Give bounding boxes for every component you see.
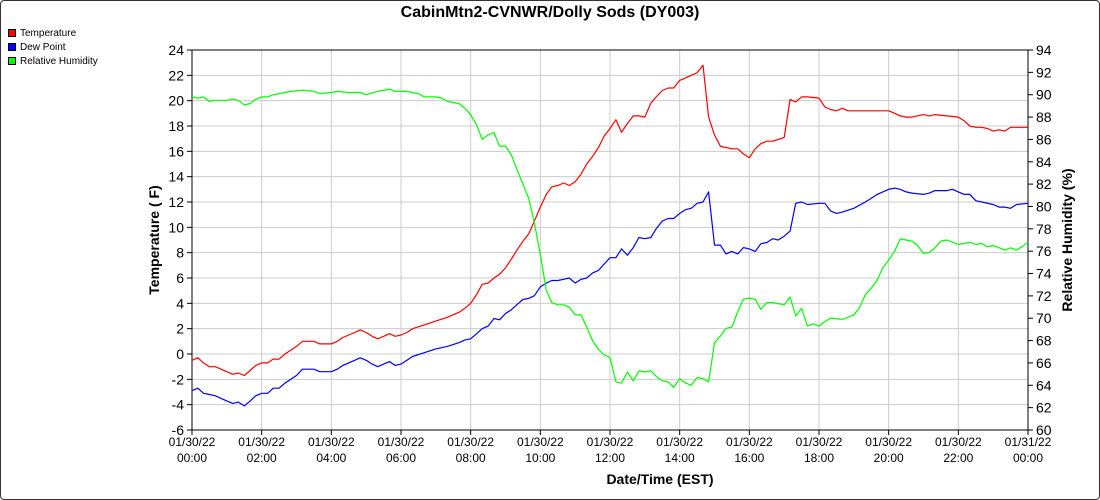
y-tick-label-left: 24: [168, 42, 184, 58]
legend-item-relative-humidity: Relative Humidity: [8, 56, 98, 70]
series: [191, 64, 1029, 407]
y-axis-label-left: Temperature ( F): [146, 185, 162, 294]
x-tick-label-time: 08:00: [456, 451, 486, 465]
y-tick-label-left: 16: [168, 143, 184, 159]
y-tick-label-right: 60: [1036, 422, 1052, 438]
y-tick-label-left: 18: [168, 118, 184, 134]
legend-item-temperature: Temperature: [8, 28, 98, 42]
x-tick-label-date: 01/30/22: [935, 435, 982, 449]
x-tick-label-date: 01/30/22: [308, 435, 355, 449]
x-tick-label-date: 01/30/22: [517, 435, 564, 449]
y-tick-label-left: 8: [176, 245, 184, 261]
legend-swatch-temperature: [8, 29, 16, 37]
y-tick-label-right: 90: [1036, 87, 1052, 103]
x-tick-label-date: 01/30/22: [796, 435, 843, 449]
y-tick-label-right: 66: [1036, 355, 1052, 371]
x-tick-label-date: 01/30/22: [587, 435, 634, 449]
y-tick-label-right: 76: [1036, 243, 1052, 259]
series-line-relative-humidity: [191, 88, 1029, 389]
legend-label-dew-point: Dew Point: [20, 42, 66, 53]
y-tick-label-left: 10: [168, 219, 184, 235]
x-tick-label-time: 00:00: [177, 451, 207, 465]
y-tick-label-left: -2: [172, 371, 185, 387]
chart-legend: Temperature Dew Point Relative Humidity: [8, 28, 98, 70]
x-tick-label-date: 01/30/22: [726, 435, 773, 449]
x-tick-label-time: 02:00: [247, 451, 277, 465]
y-tick-label-left: 6: [176, 270, 184, 286]
x-axis-label: Date/Time (EST): [606, 471, 713, 487]
legend-item-dew-point: Dew Point: [8, 42, 98, 56]
x-tick-label-date: 01/31/22: [1005, 435, 1052, 449]
x-tick-label-time: 04:00: [316, 451, 346, 465]
x-tick-label-time: 06:00: [386, 451, 416, 465]
y-axis-label-right: Relative Humidity (%): [1059, 168, 1075, 311]
y-tick-label-left: 2: [176, 321, 184, 337]
y-tick-label-left: 22: [168, 67, 184, 83]
x-tick-label-date: 01/30/22: [169, 435, 216, 449]
y-tick-label-right: 88: [1036, 109, 1052, 125]
x-tick-label-time: 22:00: [943, 451, 973, 465]
y-tick-label-right: 70: [1036, 310, 1052, 326]
y-tick-label-left: 0: [176, 346, 184, 362]
x-tick-label-time: 00:00: [1013, 451, 1043, 465]
y-tick-label-right: 64: [1036, 377, 1052, 393]
y-tick-label-right: 80: [1036, 198, 1052, 214]
x-tick-label-time: 18:00: [804, 451, 834, 465]
x-tick-label-date: 01/30/22: [656, 435, 703, 449]
legend-swatch-relative-humidity: [8, 57, 16, 65]
axes: -6-4-20246810121416182022246062646668707…: [168, 42, 1051, 465]
y-tick-label-left: -4: [172, 397, 185, 413]
grid: [191, 49, 1029, 431]
x-tick-label-date: 01/30/22: [238, 435, 285, 449]
y-tick-label-right: 68: [1036, 333, 1052, 349]
y-tick-label-left: 14: [168, 169, 184, 185]
x-tick-label-date: 01/30/22: [378, 435, 425, 449]
y-tick-label-right: 82: [1036, 176, 1052, 192]
y-tick-label-left: -6: [172, 422, 185, 438]
legend-label-temperature: Temperature: [20, 28, 77, 39]
y-tick-label-right: 78: [1036, 221, 1052, 237]
y-tick-label-right: 92: [1036, 64, 1052, 80]
y-tick-label-right: 72: [1036, 288, 1052, 304]
y-tick-label-right: 74: [1036, 266, 1052, 282]
y-tick-label-right: 62: [1036, 400, 1052, 416]
series-line-dew-point: [191, 187, 1029, 407]
y-tick-label-left: 20: [168, 93, 184, 109]
chart-title: CabinMtn2-CVNWR/Dolly Sods (DY003): [400, 4, 700, 21]
y-tick-label-left: 12: [168, 194, 184, 210]
x-tick-label-time: 16:00: [734, 451, 764, 465]
y-tick-label-left: 4: [176, 295, 184, 311]
legend-swatch-dew-point: [8, 43, 16, 51]
x-tick-label-time: 10:00: [525, 451, 555, 465]
x-tick-label-time: 20:00: [874, 451, 904, 465]
legend-label-relative-humidity: Relative Humidity: [20, 56, 98, 67]
x-tick-label-date: 01/30/22: [865, 435, 912, 449]
y-tick-label-right: 86: [1036, 131, 1052, 147]
x-tick-label-time: 12:00: [595, 451, 625, 465]
series-line-temperature: [191, 64, 1028, 377]
x-tick-label-time: 14:00: [665, 451, 695, 465]
y-tick-label-right: 84: [1036, 154, 1052, 170]
x-tick-label-date: 01/30/22: [447, 435, 494, 449]
y-tick-label-right: 94: [1036, 42, 1052, 58]
